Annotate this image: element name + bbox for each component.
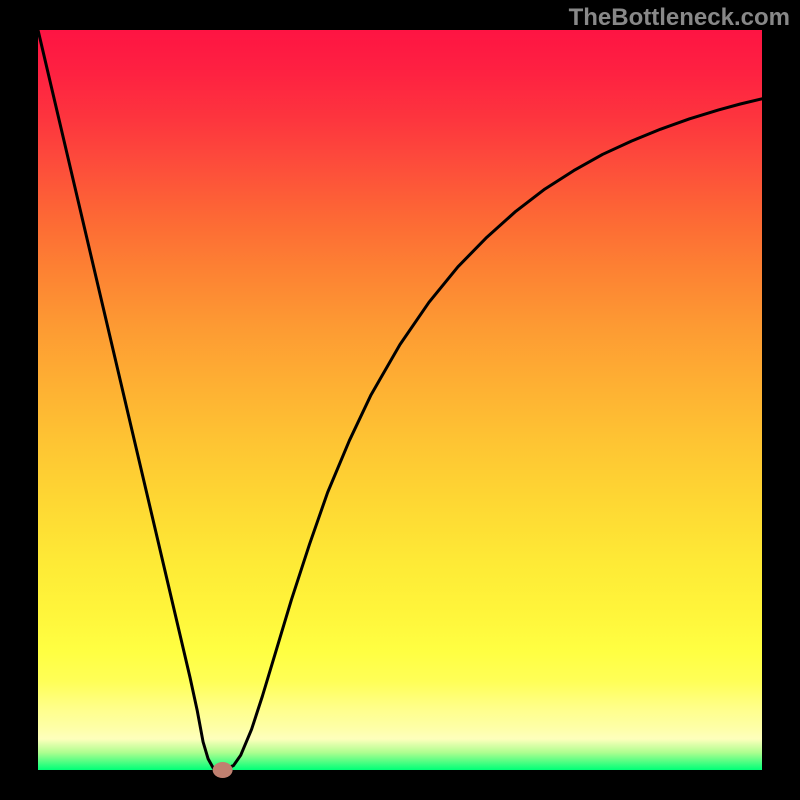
plot-background (38, 30, 762, 770)
optimum-marker (213, 762, 233, 778)
bottleneck-chart (0, 0, 800, 800)
watermark-text: TheBottleneck.com (569, 4, 790, 32)
chart-container: TheBottleneck.com (0, 0, 800, 800)
